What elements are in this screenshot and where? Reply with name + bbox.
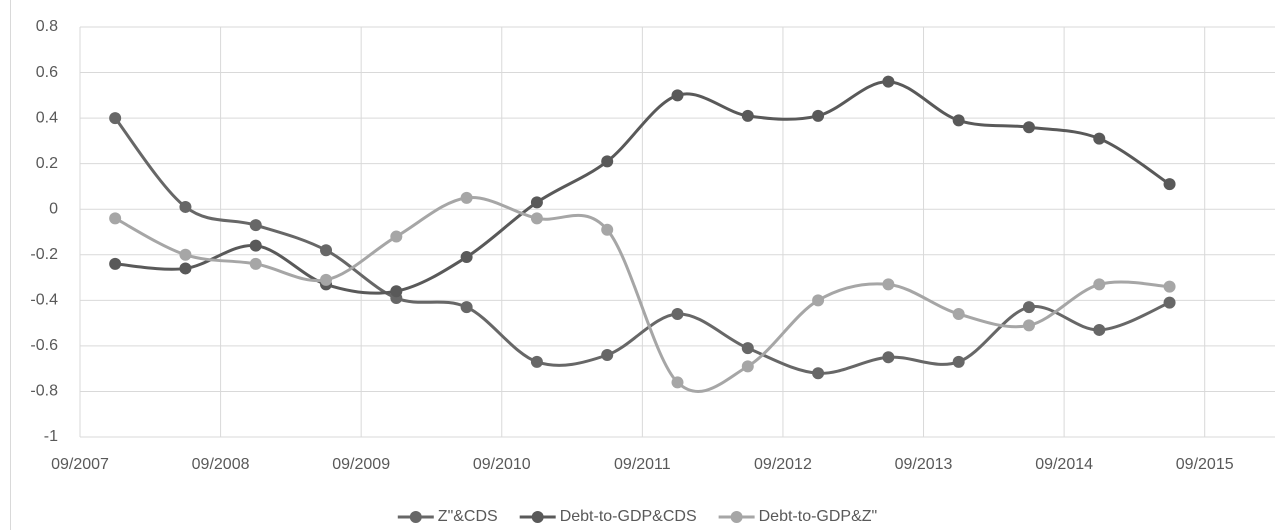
point <box>179 200 192 213</box>
point <box>601 155 614 168</box>
point <box>741 360 754 373</box>
legend: Z"&CDS Debt-to-GDP&CDS Debt-to-GDP&Z" <box>397 508 878 525</box>
point <box>460 191 473 204</box>
point <box>952 308 965 320</box>
y-tick-label: -0.8 <box>30 383 58 400</box>
point <box>390 230 403 243</box>
point <box>1163 296 1176 309</box>
point <box>249 257 262 270</box>
x-tick-label: 09/2015 <box>1176 456 1234 473</box>
point <box>320 244 333 257</box>
point <box>530 196 543 209</box>
y-tick-label: -0.4 <box>30 292 58 309</box>
series-line <box>113 117 1171 375</box>
legend-item: Debt-to-GDP&Z" <box>718 508 878 525</box>
point <box>812 294 825 307</box>
series-line <box>114 196 1170 394</box>
point <box>601 349 614 361</box>
legend-label: Debt-to-GDP&CDS <box>560 508 697 525</box>
point <box>1163 178 1176 191</box>
point <box>741 109 754 122</box>
x-tick-label: 09/2011 <box>614 456 671 473</box>
point <box>1163 280 1176 293</box>
legend-label: Z"&CDS <box>438 508 498 525</box>
point <box>460 301 473 314</box>
x-tick-label: 09/2012 <box>754 456 812 473</box>
point <box>390 285 403 298</box>
point <box>882 75 895 88</box>
point <box>109 212 122 225</box>
y-tick-label: 0.6 <box>36 64 58 81</box>
legend-item: Z"&CDS <box>397 508 498 525</box>
point <box>1022 319 1035 332</box>
x-tick-label: 09/2007 <box>51 456 109 473</box>
legend-item: Debt-to-GDP&CDS <box>519 508 697 525</box>
y-tick-label: 0 <box>49 200 58 217</box>
y-tick-label: 0.4 <box>36 109 58 126</box>
point <box>1022 121 1035 134</box>
point <box>741 342 754 355</box>
x-tick-label: 09/2013 <box>895 456 953 473</box>
point <box>671 376 684 389</box>
x-tick-label: 09/2010 <box>473 456 531 473</box>
y-tick-label: 0.2 <box>36 155 58 172</box>
x-tick-label: 09/2014 <box>1035 456 1093 473</box>
point <box>882 351 895 364</box>
point <box>671 308 684 320</box>
point <box>882 278 895 291</box>
point <box>109 112 122 125</box>
point <box>952 355 965 368</box>
y-tick-label: -0.6 <box>30 337 58 354</box>
x-tick-label: 09/2008 <box>192 456 250 473</box>
legend-marker <box>409 511 422 523</box>
y-tick-label: -0.2 <box>30 246 58 263</box>
legend-marker <box>531 511 544 523</box>
point <box>179 262 192 275</box>
point <box>249 239 262 252</box>
point <box>952 114 965 127</box>
point <box>530 355 543 368</box>
point <box>812 109 825 122</box>
series-line <box>115 80 1171 295</box>
point <box>671 89 684 102</box>
y-tick-label: -1 <box>44 428 58 445</box>
point <box>601 223 614 236</box>
x-tick-label: 09/2009 <box>332 456 390 473</box>
point <box>1093 278 1106 291</box>
y-tick-label: 0.8 <box>36 18 58 35</box>
point <box>1093 132 1106 145</box>
point <box>812 367 825 380</box>
point <box>249 219 262 232</box>
legend-marker <box>730 511 743 523</box>
point <box>460 251 473 264</box>
point <box>1022 301 1035 314</box>
point <box>179 248 192 261</box>
point <box>109 257 122 270</box>
point <box>530 212 543 225</box>
point <box>320 273 333 286</box>
point <box>1093 323 1106 336</box>
legend-label: Debt-to-GDP&Z" <box>759 508 878 525</box>
